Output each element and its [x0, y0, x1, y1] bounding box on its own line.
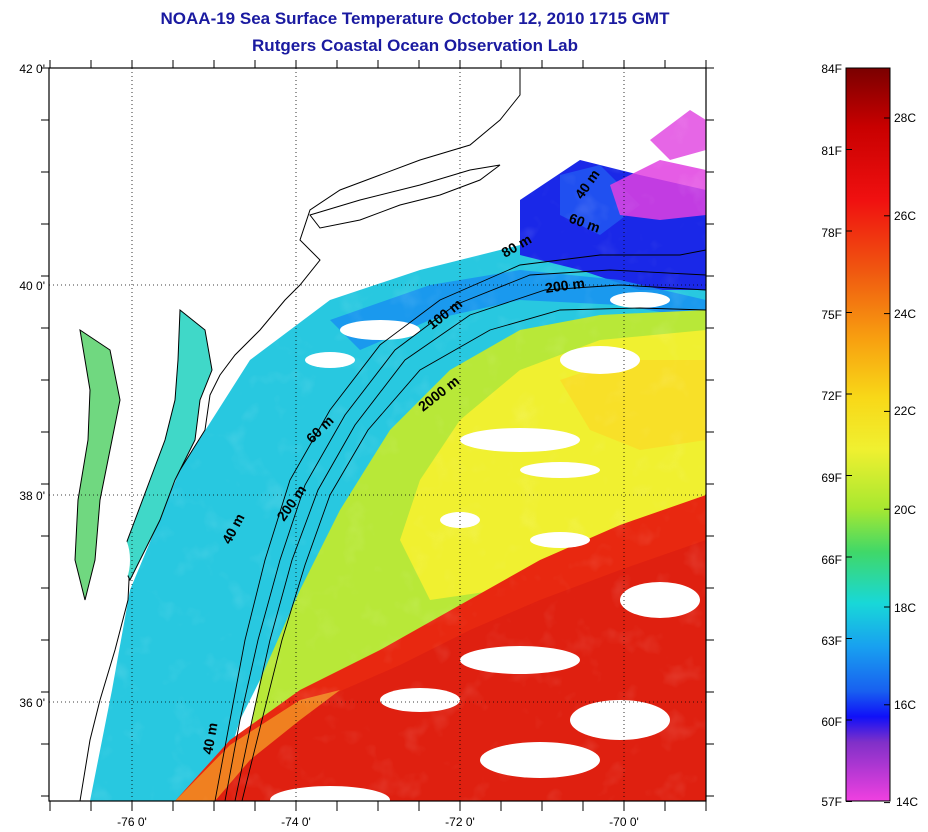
lat-label-42: 42 0' [19, 62, 45, 76]
sst-imagery [49, 68, 706, 801]
lat-label-36: 36 0' [19, 696, 45, 710]
f-label-81: 81F [821, 144, 842, 158]
frame-ticks [41, 60, 714, 811]
graticule [49, 68, 706, 801]
c-label-26: 26C [894, 209, 916, 223]
lon-label-72: -72 0' [445, 815, 475, 829]
c-label-24: 24C [894, 307, 916, 321]
map-subtitle: Rutgers Coastal Ocean Observation Lab [252, 36, 578, 55]
lon-label-70: -70 0' [609, 815, 639, 829]
depth-label-200m-north: 200 m [544, 275, 586, 296]
land-mass [49, 68, 521, 801]
lon-label-76: -76 0' [117, 815, 147, 829]
depth-contours [214, 249, 706, 801]
lat-label-38: 38 0' [19, 489, 45, 503]
f-label-72: 72F [821, 389, 842, 403]
c-label-18: 18C [894, 601, 916, 615]
f-label-63: 63F [821, 634, 842, 648]
c-label-20: 20C [894, 503, 916, 517]
c-label-22: 22C [894, 404, 916, 418]
f-label-84: 84F [821, 62, 842, 76]
f-label-57: 57F [821, 795, 842, 809]
f-label-60: 60F [821, 715, 842, 729]
f-label-66: 66F [821, 553, 842, 567]
c-label-16: 16C [894, 698, 916, 712]
f-label-78: 78F [821, 226, 842, 240]
lon-label-74: -74 0' [281, 815, 311, 829]
f-label-75: 75F [821, 308, 842, 322]
cloud-patches [110, 292, 700, 801]
c-label-28: 28C [894, 111, 916, 125]
depth-label-40m-south: 40 m [199, 721, 220, 755]
f-label-69: 69F [821, 471, 842, 485]
map-title: NOAA-19 Sea Surface Temperature October … [160, 9, 670, 28]
colorbar: 84F 81F 78F 75F 72F 69F 66F 63F 60F 57F … [821, 62, 918, 809]
lat-label-40: 40 0' [19, 279, 45, 293]
c-label-14: 14C [896, 795, 918, 809]
colorbar-gradient [845, 67, 891, 802]
